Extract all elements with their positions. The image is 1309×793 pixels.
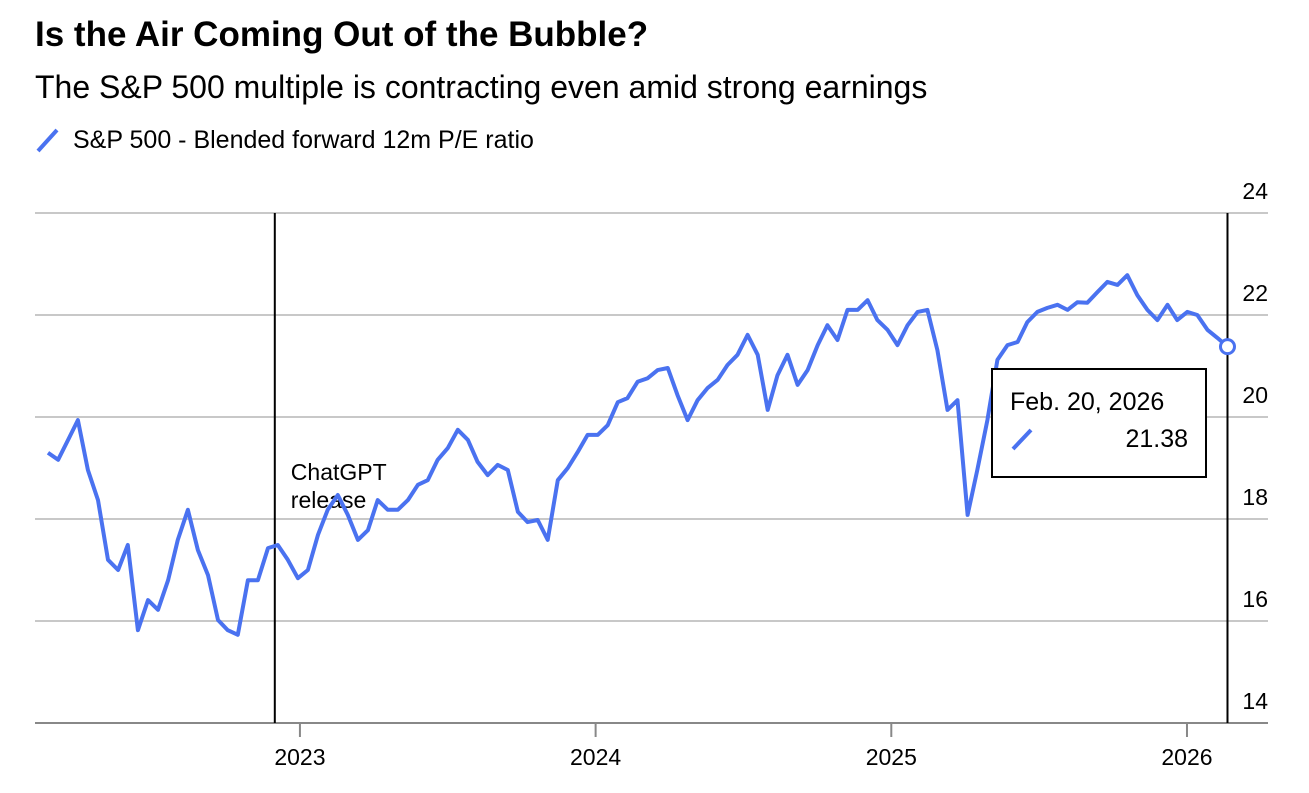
y-tick-label: 18 (1242, 484, 1268, 510)
tooltip-value: 21.38 (1125, 425, 1188, 453)
tooltip-icon (1011, 428, 1033, 451)
y-tick-label: 20 (1242, 382, 1268, 408)
legend-icon (36, 128, 59, 153)
y-tick-label: 16 (1242, 586, 1268, 612)
annotation-text: ChatGPT (291, 459, 387, 485)
tooltip-date: Feb. 20, 2026 (1010, 388, 1164, 416)
y-tick-label: 14 (1242, 688, 1268, 714)
end-marker (1218, 338, 1236, 356)
x-tick-label: 2026 (1161, 744, 1212, 770)
x-tick-label: 2024 (570, 744, 621, 770)
legend-label: S&P 500 - Blended forward 12m P/E ratio (73, 126, 534, 154)
y-tick-label: 24 (1242, 178, 1268, 204)
x-tick-label: 2025 (866, 744, 917, 770)
x-tick-label: 2023 (274, 744, 325, 770)
chart-title: Is the Air Coming Out of the Bubble? (35, 15, 648, 54)
chart-subtitle: The S&P 500 multiple is contracting even… (35, 69, 927, 105)
tooltip-box (991, 368, 1207, 478)
y-tick-label: 22 (1242, 280, 1268, 306)
series-line (46, 273, 1229, 637)
